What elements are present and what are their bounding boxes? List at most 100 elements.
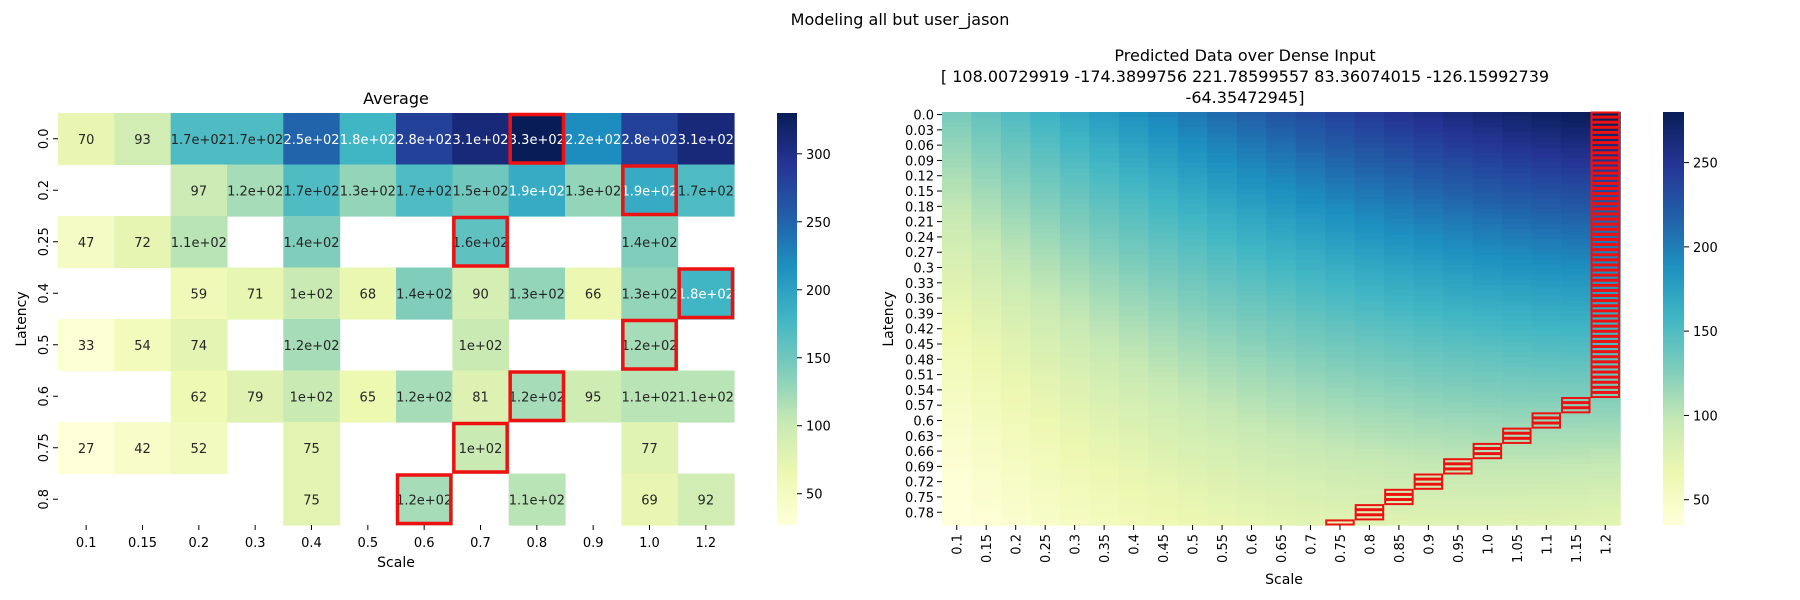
dense-cell <box>1089 336 1120 343</box>
dense-cell <box>1384 423 1415 429</box>
dense-cell <box>1118 433 1150 440</box>
dense-cell <box>1030 356 1061 363</box>
x-tick-label: 0.1 <box>951 534 966 555</box>
dense-cell <box>1384 468 1415 475</box>
dense-cell <box>1118 224 1150 230</box>
dense-cell <box>1295 290 1326 297</box>
dense-cell <box>1472 514 1503 521</box>
dense-cell <box>1590 392 1621 399</box>
dense-cell <box>1148 402 1179 409</box>
dense-cell <box>1502 193 1533 200</box>
dense-cell <box>1590 127 1621 134</box>
dense-cell <box>942 239 973 246</box>
heatmap-cell <box>58 422 115 475</box>
dense-cell <box>1561 208 1592 215</box>
dense-cell <box>1443 310 1474 317</box>
dense-cell <box>1561 336 1592 343</box>
dense-cell <box>1295 132 1326 139</box>
dense-cell <box>1325 474 1356 480</box>
dense-cell <box>1295 346 1326 353</box>
dense-cell <box>1561 458 1592 465</box>
dense-cell <box>1590 203 1621 210</box>
dense-cell <box>1000 300 1032 307</box>
cell-value-label: 1e+02 <box>459 442 503 457</box>
dense-cell <box>1443 275 1474 281</box>
dense-cell <box>1089 152 1120 159</box>
dense-cell <box>1325 509 1356 516</box>
dense-cell <box>1443 417 1474 424</box>
dense-cell <box>971 168 1002 174</box>
dense-cell <box>1531 453 1562 460</box>
dense-cell <box>1502 112 1533 118</box>
dense-cell <box>1089 499 1120 506</box>
dense-cell <box>1118 499 1150 506</box>
dense-cell <box>1118 453 1150 460</box>
dense-cell <box>1384 224 1415 230</box>
dense-cell <box>1236 412 1267 419</box>
dense-cell <box>1236 188 1267 195</box>
dense-cell <box>1059 519 1091 526</box>
dense-cell <box>1443 117 1474 123</box>
dense-cell <box>1148 254 1179 261</box>
dense-cell <box>1295 392 1326 399</box>
dense-cell <box>1590 494 1621 501</box>
dense-cell <box>942 519 973 526</box>
dense-cell <box>1030 509 1061 516</box>
dense-cell <box>1030 219 1061 225</box>
dense-cell <box>1236 423 1267 429</box>
y-axis-ticks: 0.00.20.250.40.50.60.750.8 <box>37 128 58 510</box>
dense-cell <box>1384 254 1415 261</box>
x-tick-label: 0.2 <box>188 536 209 551</box>
dense-cell <box>1590 504 1621 511</box>
dense-cell <box>1059 346 1091 353</box>
dense-cell <box>1030 157 1061 164</box>
dense-cell <box>1059 402 1091 409</box>
dense-cell <box>1413 244 1444 251</box>
dense-cell <box>1502 270 1533 276</box>
highlight-boxes <box>395 112 735 526</box>
dense-cell <box>1590 244 1621 251</box>
dense-cell <box>1118 443 1150 450</box>
dense-cell <box>1059 428 1091 434</box>
dense-cell <box>1325 463 1356 470</box>
y-tick-label: 0.66 <box>905 445 934 460</box>
dense-cell <box>1590 438 1621 445</box>
x-axis-label: Scale <box>1265 572 1303 588</box>
boundary-highlight-box <box>1531 412 1562 419</box>
dense-cell <box>1502 484 1533 491</box>
dense-cell <box>1354 514 1385 521</box>
dense-cell <box>1531 341 1562 348</box>
heatmap-cell <box>677 370 735 423</box>
y-tick-label: 0.0 <box>37 128 52 149</box>
dense-cell <box>1089 162 1120 169</box>
dense-cell <box>1443 239 1474 246</box>
dense-cell <box>1502 443 1533 450</box>
x-tick-label: 0.1 <box>76 536 97 551</box>
dense-cell <box>1295 188 1326 195</box>
dense-cell <box>1266 127 1297 134</box>
dense-cell <box>1531 122 1562 128</box>
dense-cell <box>1000 152 1032 159</box>
dense-cell <box>1266 438 1297 445</box>
dense-cell <box>1059 285 1091 292</box>
dense-cell <box>1118 382 1150 389</box>
dense-cell <box>1502 346 1533 353</box>
boundary-highlight-box <box>1590 310 1620 317</box>
dense-cell <box>1207 443 1238 450</box>
heatmap-cell <box>339 113 397 166</box>
dense-cell <box>1502 423 1533 429</box>
dense-cell <box>1502 489 1533 496</box>
dense-cell <box>1266 361 1297 368</box>
dense-cell <box>942 423 973 429</box>
dense-cell <box>1118 112 1150 118</box>
dense-cell <box>1384 453 1415 460</box>
dense-cell <box>1472 213 1503 220</box>
y-tick-label: 0.39 <box>905 307 934 322</box>
dense-cell <box>1089 417 1120 424</box>
dense-cell <box>1413 453 1444 460</box>
heatmap-cell <box>508 113 566 166</box>
dense-cell <box>1000 249 1032 256</box>
dense-cell <box>971 392 1002 399</box>
dense-cell <box>1236 290 1267 297</box>
dense-cell <box>1059 152 1091 159</box>
